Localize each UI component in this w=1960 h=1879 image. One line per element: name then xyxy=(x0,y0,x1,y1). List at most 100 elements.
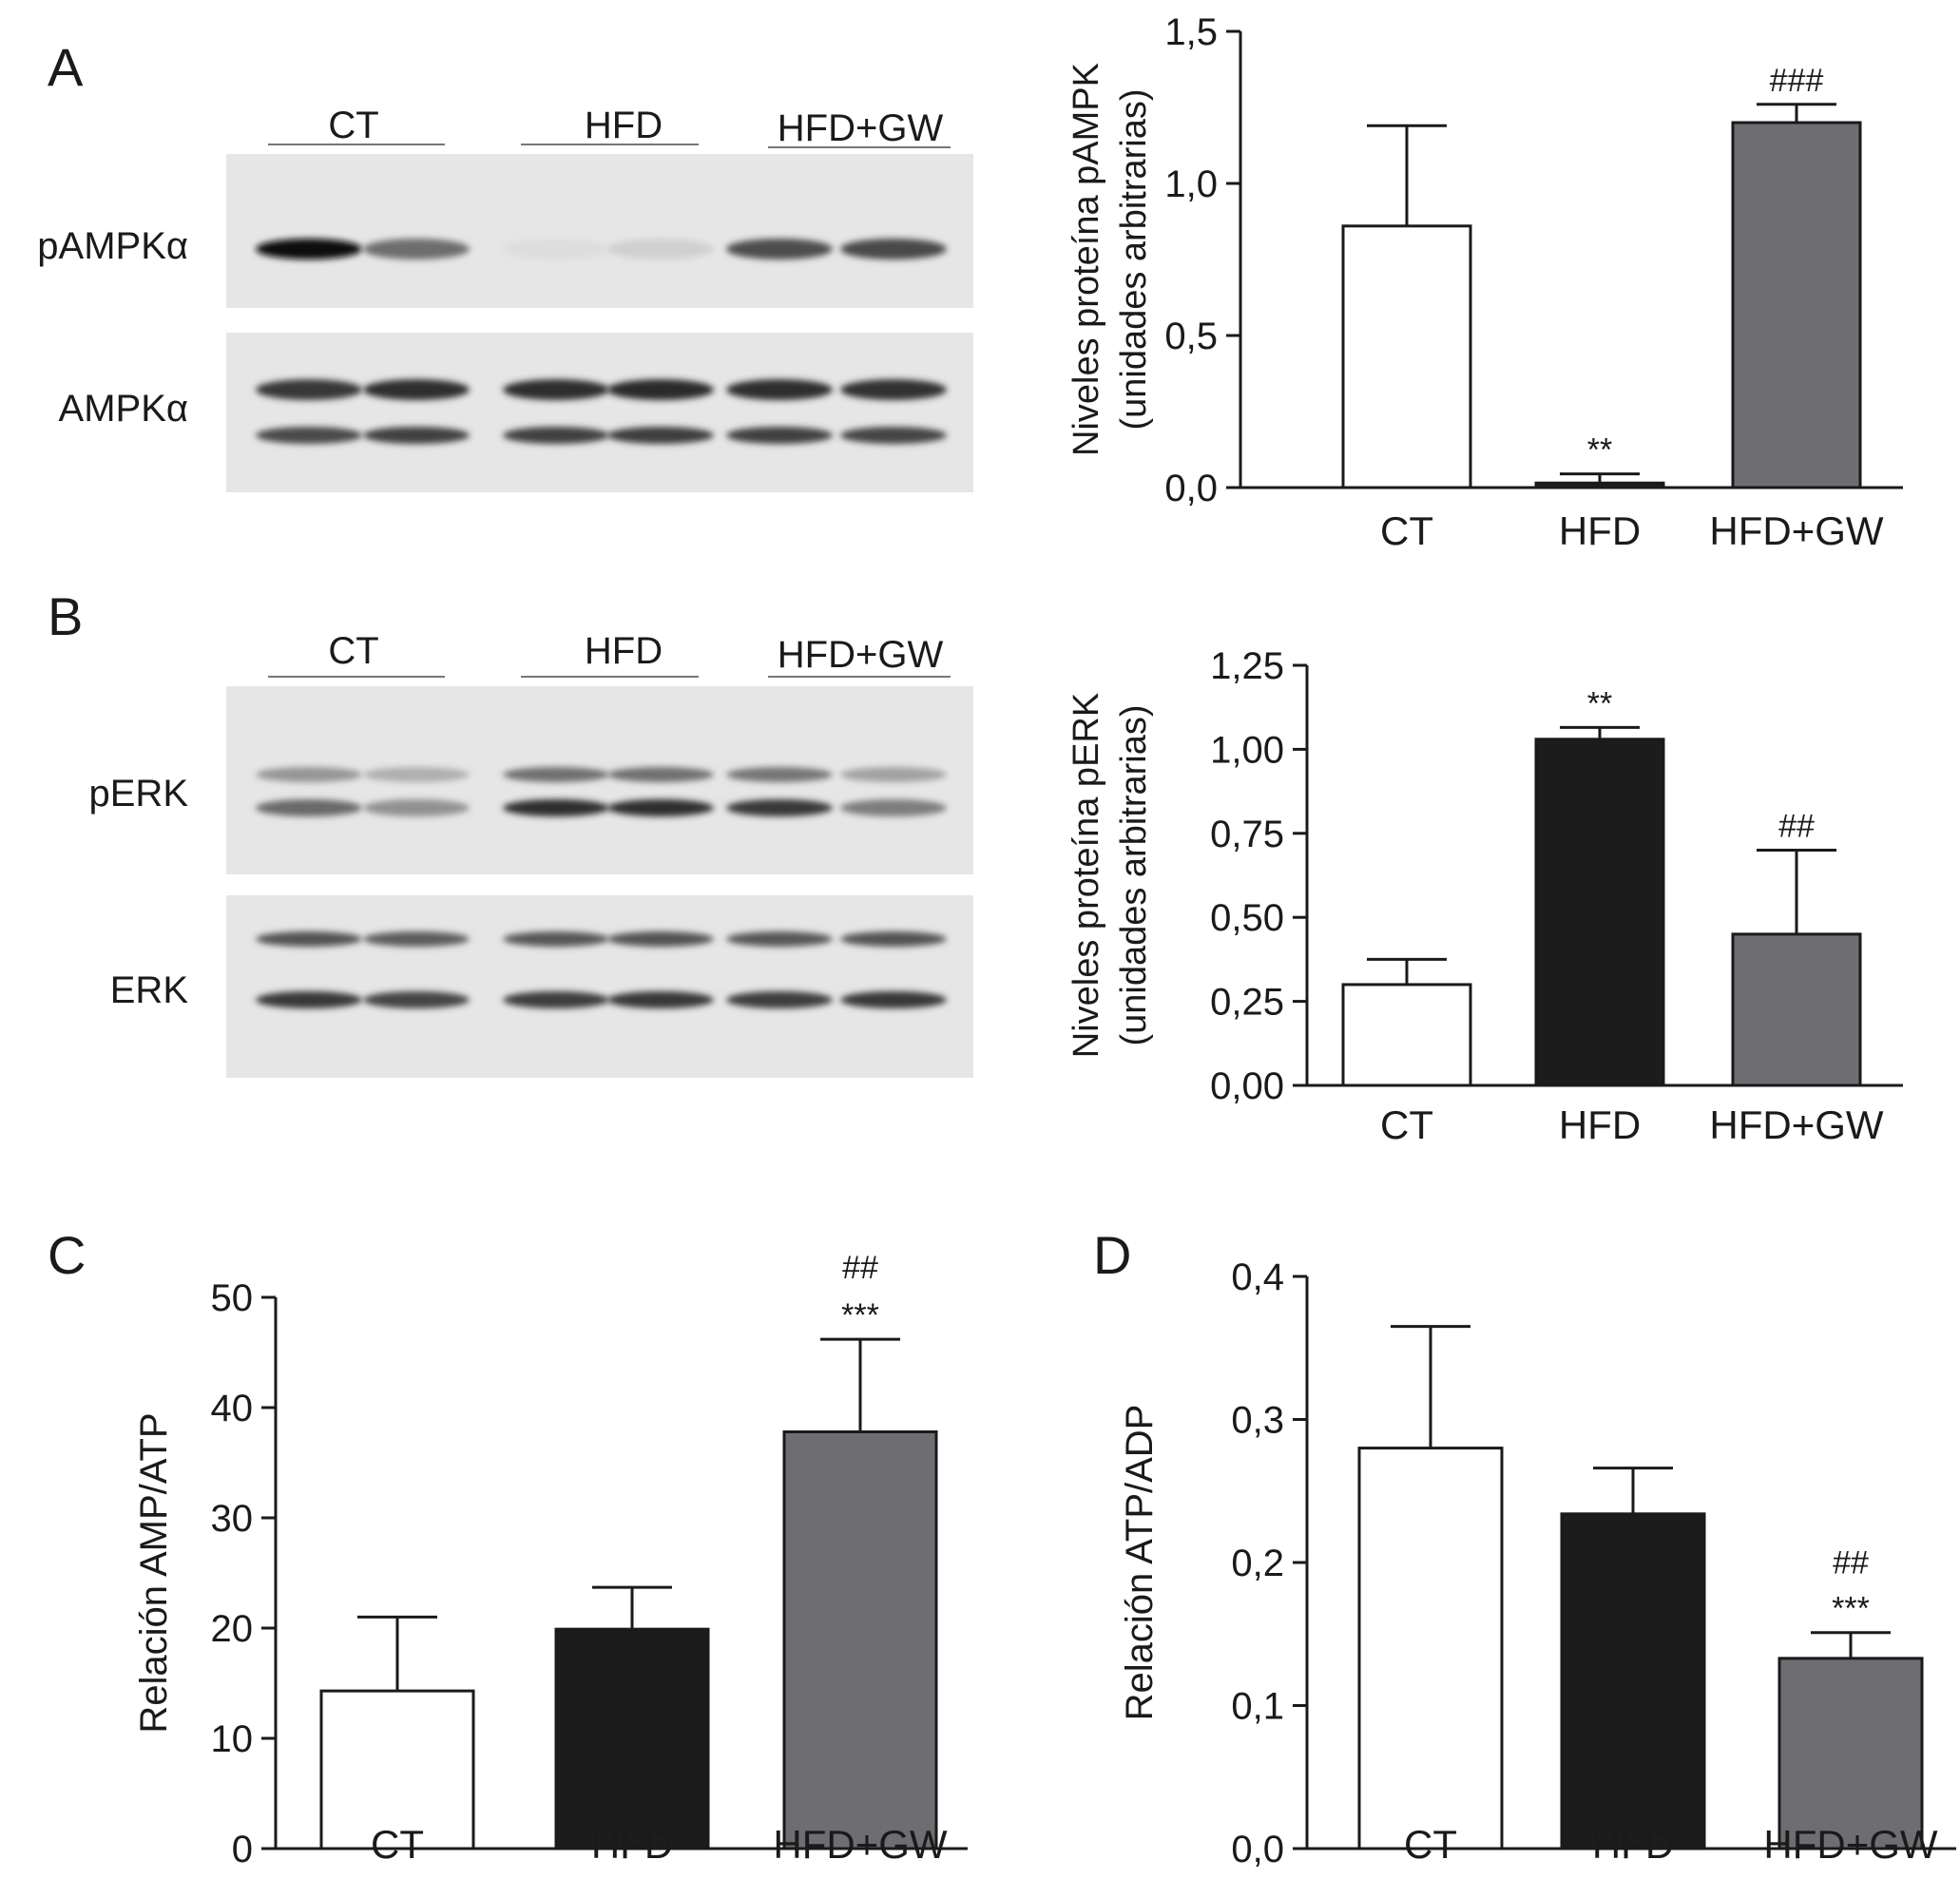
blot-b-band-r1-l5-b1 xyxy=(840,991,947,1008)
chart-b-category-label: CT xyxy=(1380,1102,1433,1147)
panel-letter-d: D xyxy=(1093,1225,1131,1285)
chart-d-bar-hfd-gw xyxy=(1777,1657,1924,1850)
blot-a-band-r1-l3-b0 xyxy=(607,379,714,400)
chart-d-ytick-label: 0,0 xyxy=(1231,1829,1284,1870)
chart-c-bar-ct xyxy=(319,1689,475,1850)
chart-d-category-label: HFD+GW xyxy=(1763,1822,1938,1867)
chart-b-bar-hfd-gw xyxy=(1731,932,1862,1087)
blot-b-band-r1-l0-b1 xyxy=(256,991,362,1008)
chart-d: 0,0 0,1 0,2 0,3 0,4 Relación ATP/ADP CT HFD *** #… xyxy=(1119,1256,1956,1870)
chart-c-category-label: HFD xyxy=(591,1822,673,1867)
chart-c-ytick-label: 0 xyxy=(232,1829,253,1870)
chart-b: 0,00 0,25 0,50 0,75 1,00 1,25 Niveles proteína… xyxy=(1066,645,1903,1147)
chart-b-ytick-label: 0,50 xyxy=(1210,897,1284,939)
chart-a-ytick-label: 0,0 xyxy=(1164,468,1218,509)
chart-c-ytick-label: 50 xyxy=(211,1277,254,1319)
blot-a-group-ct: CT xyxy=(328,105,378,146)
blot-a-membrane-1 xyxy=(226,154,973,308)
blot-b-band-r0-l3-b1 xyxy=(607,799,714,816)
chart-c-category-label: HFD+GW xyxy=(773,1822,948,1867)
chart-b-ytick-label: 0,25 xyxy=(1210,982,1284,1024)
chart-b-ytick-label: 0,00 xyxy=(1210,1065,1284,1107)
blot-a-band-r1-l2-b1 xyxy=(503,427,609,444)
chart-a-ytick-label: 0,5 xyxy=(1164,316,1218,357)
chart-d-ytick-label: 0,2 xyxy=(1231,1543,1284,1584)
chart-b-ytick-label: 1,25 xyxy=(1210,645,1284,687)
blot-b-band-r1-l2-b1 xyxy=(503,991,609,1008)
blot-b-band-r0-l5-b1 xyxy=(840,799,947,816)
panel-letter-b: B xyxy=(48,586,83,646)
chart-d-ytick-label: 0,1 xyxy=(1231,1686,1284,1728)
blot-a-band-r0-l0-b0 xyxy=(256,239,362,259)
chart-b-category-label: HFD+GW xyxy=(1709,1102,1884,1147)
blot-b-membrane-2 xyxy=(226,895,973,1078)
blot-b-bands xyxy=(256,767,947,1008)
blot-b-group-hfdgw: HFD+GW xyxy=(778,634,944,676)
blot-a-band-r0-l4-b0 xyxy=(726,239,833,259)
chart-d-ytick-label: 0,3 xyxy=(1231,1400,1284,1442)
chart-d-bar-ct xyxy=(1357,1447,1504,1850)
blot-b-band-r1-l3-b0 xyxy=(607,931,714,947)
blot-b-band-r1-l0-b0 xyxy=(256,931,362,947)
blot-b-band-r1-l5-b0 xyxy=(840,931,947,947)
blot-b-group-hfd: HFD xyxy=(585,630,663,672)
blot-b-band-r0-l5-b0 xyxy=(840,767,947,782)
blot-a-band-r0-l5-b0 xyxy=(840,239,947,259)
blot-b: CT HFD HFD+GW pERK ERK xyxy=(89,630,973,1078)
chart-b-bar-hfd xyxy=(1534,738,1665,1087)
chart-b-category-label: HFD xyxy=(1559,1102,1641,1147)
blot-a-band-r0-l2-b0 xyxy=(503,239,609,259)
blot-a-membrane-2 xyxy=(226,333,973,492)
chart-a-significance: ** xyxy=(1587,432,1612,469)
chart-a-ylabel: Niveles proteína pAMPK xyxy=(1066,63,1106,456)
blot-a-group-hfdgw: HFD+GW xyxy=(778,107,944,149)
blot-a-band-r1-l0-b0 xyxy=(256,379,362,400)
chart-c-ytick-label: 20 xyxy=(211,1608,254,1650)
chart-a: 0,0 0,5 1,0 1,5 Niveles proteína pAMPK (unida… xyxy=(1066,11,1903,553)
chart-d-category-label: CT xyxy=(1404,1822,1457,1867)
chart-c-bar-hfd-gw xyxy=(782,1430,938,1850)
blot-b-band-r1-l2-b0 xyxy=(503,931,609,947)
chart-c-significance: ## xyxy=(842,1250,878,1286)
chart-c-category-label: CT xyxy=(371,1822,424,1867)
blot-a-row-label-ampk: AMPKα xyxy=(59,388,188,430)
chart-d-significance: *** xyxy=(1832,1591,1870,1627)
blot-b-band-r0-l0-b0 xyxy=(256,767,362,782)
chart-b-ylabel: Niveles proteína pERK xyxy=(1066,693,1106,1058)
blot-b-band-r0-l1-b1 xyxy=(363,799,470,816)
blot-a-band-r1-l4-b0 xyxy=(726,379,833,400)
chart-a-bar-hfd-gw xyxy=(1731,121,1862,489)
panel-letter-c: C xyxy=(48,1225,86,1285)
panel-letter-a: A xyxy=(48,37,84,97)
blot-a-band-r1-l5-b1 xyxy=(840,427,947,444)
blot-b-band-r0-l2-b0 xyxy=(503,767,609,782)
blot-a-band-r1-l1-b1 xyxy=(363,427,470,444)
blot-b-membrane-1 xyxy=(226,686,973,874)
chart-c-significance: *** xyxy=(841,1297,879,1333)
chart-a-category-label: HFD xyxy=(1559,508,1641,553)
chart-b-significance: ## xyxy=(1778,808,1815,844)
chart-b-ytick-label: 1,00 xyxy=(1210,729,1284,771)
chart-c-ytick-label: 10 xyxy=(211,1718,254,1760)
blot-b-group-ct: CT xyxy=(328,630,378,672)
blot-b-band-r0-l2-b1 xyxy=(503,799,609,816)
chart-a-bar-hfd xyxy=(1534,481,1665,489)
chart-a-bar-ct xyxy=(1341,224,1472,489)
chart-a-significance: ### xyxy=(1770,63,1824,99)
blot-a-band-r1-l5-b0 xyxy=(840,379,947,400)
blot-a-bands xyxy=(256,239,947,444)
blot-b-band-r1-l1-b1 xyxy=(363,991,470,1008)
chart-a-category-label: HFD+GW xyxy=(1709,508,1884,553)
chart-b-ylabel: (unidades arbitrarias) xyxy=(1114,704,1154,1045)
blot-b-band-r1-l4-b1 xyxy=(726,991,833,1008)
chart-d-bar-hfd xyxy=(1560,1512,1706,1850)
chart-c: 0 10 20 30 40 50 Relación AMP/ATP CT HFD *** ## HFD… xyxy=(133,1250,968,1870)
chart-c-ytick-label: 40 xyxy=(211,1388,254,1429)
chart-a-category-label: CT xyxy=(1380,508,1433,553)
blot-b-band-r0-l4-b0 xyxy=(726,767,833,782)
blot-b-band-r1-l4-b0 xyxy=(726,931,833,947)
blot-a-band-r1-l3-b1 xyxy=(607,427,714,444)
chart-c-ylabel: Relación AMP/ATP xyxy=(133,1412,175,1733)
chart-d-significance: ## xyxy=(1833,1545,1869,1582)
blot-b-band-r1-l3-b1 xyxy=(607,991,714,1008)
